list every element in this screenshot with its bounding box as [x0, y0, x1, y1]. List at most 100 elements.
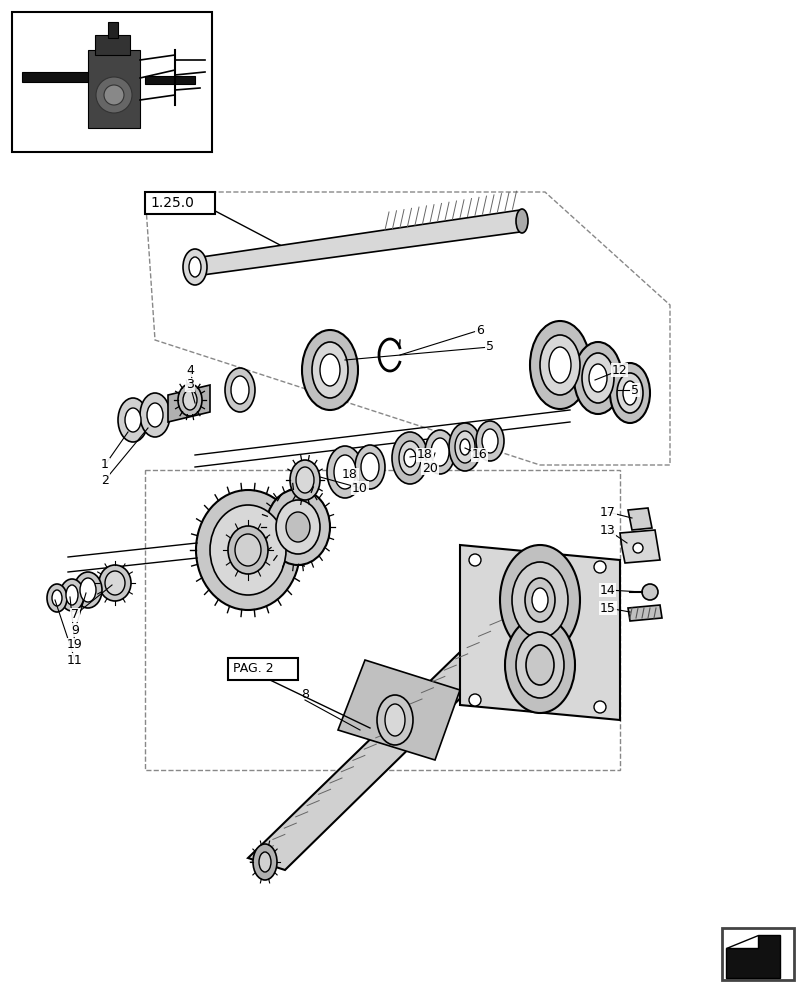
- Text: 4: 4: [186, 363, 194, 376]
- Ellipse shape: [228, 526, 268, 574]
- Ellipse shape: [225, 368, 255, 412]
- Polygon shape: [620, 530, 659, 563]
- Ellipse shape: [361, 453, 379, 481]
- Ellipse shape: [642, 584, 657, 600]
- Bar: [12, 12, 212, 152]
- Ellipse shape: [259, 852, 271, 872]
- Text: 9: 9: [71, 624, 79, 636]
- Ellipse shape: [404, 449, 415, 467]
- Text: 8: 8: [301, 688, 309, 702]
- Ellipse shape: [210, 505, 285, 595]
- Ellipse shape: [99, 565, 131, 601]
- Polygon shape: [145, 76, 195, 84]
- Ellipse shape: [609, 363, 649, 423]
- Text: 18: 18: [341, 468, 358, 482]
- Polygon shape: [627, 605, 661, 621]
- Ellipse shape: [230, 376, 249, 404]
- Text: 2: 2: [101, 474, 109, 487]
- Text: 13: 13: [599, 524, 615, 536]
- Ellipse shape: [512, 562, 568, 638]
- Ellipse shape: [424, 430, 454, 474]
- Text: 1.25.0: 1.25.0: [150, 196, 194, 210]
- Polygon shape: [337, 660, 460, 760]
- Text: 11: 11: [67, 654, 83, 666]
- Ellipse shape: [431, 438, 448, 466]
- Text: 5: 5: [630, 383, 638, 396]
- Ellipse shape: [526, 645, 553, 685]
- Ellipse shape: [80, 578, 96, 602]
- Ellipse shape: [616, 373, 642, 413]
- Ellipse shape: [253, 844, 277, 880]
- Ellipse shape: [52, 590, 62, 606]
- Text: 10: 10: [352, 482, 367, 494]
- Polygon shape: [725, 935, 779, 978]
- Ellipse shape: [515, 632, 564, 698]
- Ellipse shape: [588, 364, 607, 392]
- Ellipse shape: [66, 585, 78, 605]
- Ellipse shape: [285, 512, 310, 542]
- Text: 1: 1: [101, 458, 109, 472]
- Ellipse shape: [504, 617, 574, 713]
- Polygon shape: [247, 618, 530, 870]
- Ellipse shape: [475, 421, 504, 461]
- Ellipse shape: [276, 500, 320, 554]
- Ellipse shape: [118, 398, 148, 442]
- Bar: [721, 928, 793, 980]
- Text: 6: 6: [475, 324, 483, 336]
- Ellipse shape: [311, 342, 348, 398]
- Ellipse shape: [60, 579, 84, 611]
- Ellipse shape: [333, 455, 355, 489]
- Text: 7: 7: [71, 608, 79, 621]
- Ellipse shape: [354, 445, 384, 489]
- Ellipse shape: [182, 390, 197, 410]
- Polygon shape: [108, 22, 118, 38]
- Ellipse shape: [74, 572, 102, 608]
- Polygon shape: [627, 508, 651, 530]
- Ellipse shape: [302, 330, 358, 410]
- Polygon shape: [95, 35, 130, 55]
- Circle shape: [104, 85, 124, 105]
- Ellipse shape: [182, 249, 207, 285]
- Ellipse shape: [454, 431, 474, 463]
- Circle shape: [469, 554, 480, 566]
- Ellipse shape: [392, 432, 427, 484]
- Text: PAG. 2: PAG. 2: [233, 662, 273, 676]
- Ellipse shape: [189, 257, 201, 277]
- Text: 3: 3: [186, 378, 194, 391]
- Text: 16: 16: [471, 448, 487, 462]
- Polygon shape: [88, 50, 139, 128]
- Polygon shape: [725, 935, 757, 948]
- Text: 19: 19: [67, 638, 83, 652]
- Text: 14: 14: [599, 584, 615, 596]
- Ellipse shape: [296, 467, 314, 493]
- Ellipse shape: [234, 534, 260, 566]
- Ellipse shape: [460, 439, 470, 455]
- Ellipse shape: [327, 446, 363, 498]
- Circle shape: [633, 543, 642, 553]
- Ellipse shape: [376, 695, 413, 745]
- Ellipse shape: [548, 347, 570, 383]
- Ellipse shape: [539, 335, 579, 395]
- Ellipse shape: [515, 209, 527, 233]
- Text: 18: 18: [417, 448, 432, 462]
- Bar: [228, 658, 298, 680]
- Ellipse shape: [266, 489, 329, 565]
- Bar: [145, 192, 215, 214]
- Text: 15: 15: [599, 601, 616, 614]
- Circle shape: [594, 701, 605, 713]
- Ellipse shape: [398, 441, 420, 475]
- Ellipse shape: [178, 384, 202, 416]
- Ellipse shape: [47, 584, 67, 612]
- Ellipse shape: [482, 429, 497, 453]
- Circle shape: [469, 694, 480, 706]
- Ellipse shape: [139, 393, 169, 437]
- Ellipse shape: [195, 490, 299, 610]
- Ellipse shape: [525, 578, 554, 622]
- Polygon shape: [460, 545, 620, 720]
- Text: 12: 12: [611, 363, 627, 376]
- Ellipse shape: [147, 403, 163, 427]
- Ellipse shape: [105, 571, 125, 595]
- Ellipse shape: [125, 408, 141, 432]
- Text: 17: 17: [599, 506, 616, 518]
- Polygon shape: [168, 385, 210, 422]
